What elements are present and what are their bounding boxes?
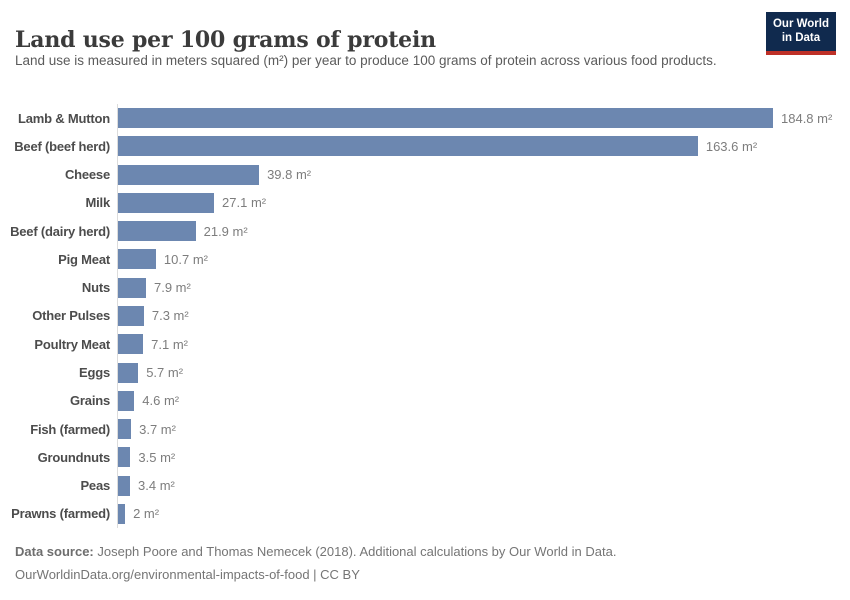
bar-row: Pig Meat 10.7 m²	[15, 245, 835, 274]
bar-track: 2 m²	[117, 499, 835, 528]
bar[interactable]	[118, 136, 698, 157]
owid-logo-line2: in Data	[781, 32, 821, 45]
bar-track: 3.5 m²	[117, 443, 835, 472]
bar[interactable]	[118, 447, 131, 468]
bar-track: 21.9 m²	[117, 217, 835, 246]
bar[interactable]	[118, 305, 144, 326]
category-label: Groundnuts	[37, 449, 111, 465]
bar-track: 4.6 m²	[117, 386, 835, 415]
bar-row: Prawns (farmed) 2 m²	[11, 499, 835, 528]
bar-track: 10.7 m²	[117, 245, 835, 274]
category-label: Other Pulses	[32, 308, 110, 324]
value-label: 39.8 m²	[267, 167, 312, 183]
category-label: Milk	[85, 195, 111, 211]
category-label: Poultry Meat	[34, 336, 110, 352]
bar-track: 184.8 m²	[117, 104, 835, 133]
bar[interactable]	[118, 334, 144, 355]
bar[interactable]	[118, 277, 146, 298]
bar-row: Other Pulses 7.3 m²	[15, 301, 835, 331]
bar-track: 163.6 m²	[117, 132, 835, 161]
bar[interactable]	[118, 419, 132, 440]
value-label: 7.9 m²	[154, 280, 191, 296]
page-title: Land use per 100 grams of protein	[15, 26, 436, 53]
bar[interactable]	[118, 475, 131, 496]
chart-footer: Data source: Joseph Poore and Thomas Nem…	[15, 540, 835, 586]
value-label: 2 m²	[133, 506, 160, 522]
bar[interactable]	[118, 108, 773, 129]
category-label: Lamb & Mutton	[18, 110, 110, 126]
bar[interactable]	[118, 249, 156, 270]
bar-track: 5.7 m²	[117, 358, 835, 387]
value-label: 7.3 m²	[151, 308, 189, 324]
bar-row: Beef (dairy herd) 21.9 m²	[10, 217, 835, 246]
bar-row: Nuts 7.9 m²	[15, 273, 835, 302]
owid-logo-line1: Our World	[772, 18, 829, 30]
category-label: Grains	[70, 393, 110, 409]
value-label: 3.5 m²	[138, 449, 176, 465]
category-label: Eggs	[79, 365, 110, 381]
bar[interactable]	[118, 503, 126, 524]
category-label: Pig Meat	[58, 251, 110, 267]
bar[interactable]	[118, 221, 196, 242]
category-label: Beef (beef herd)	[14, 138, 110, 154]
bar-track: 7.9 m²	[117, 273, 835, 302]
chart-subtitle: Land use is measured in meters squared (…	[15, 53, 717, 68]
value-label: 21.9 m²	[203, 223, 248, 239]
value-label: 10.7 m²	[163, 251, 208, 267]
data-source-line: Data source: Joseph Poore and Thomas Nem…	[15, 540, 835, 563]
bar-track: 7.1 m²	[117, 330, 835, 359]
bar[interactable]	[118, 362, 139, 383]
value-label: 7.1 m²	[151, 336, 188, 352]
owid-logo: Our World in Data	[765, 12, 836, 55]
bar-row: Poultry Meat 7.1 m²	[15, 330, 835, 359]
category-label: Cheese	[64, 167, 110, 183]
bar-track: 3.7 m²	[117, 414, 835, 444]
value-label: 3.7 m²	[139, 421, 176, 437]
data-source-text: Joseph Poore and Thomas Nemecek (2018). …	[93, 544, 617, 559]
value-label: 184.8 m²	[781, 110, 833, 126]
value-label: 5.7 m²	[146, 365, 184, 381]
bar-row: Peas 3.4 m²	[15, 471, 835, 500]
value-label: 163.6 m²	[705, 138, 758, 154]
bar-row: Fish (farmed) 3.7 m²	[15, 414, 835, 444]
license-line: OurWorldinData.org/environmental-impacts…	[15, 567, 360, 582]
bar-row: Grains 4.6 m²	[15, 386, 835, 415]
bar[interactable]	[118, 390, 135, 411]
category-label: Prawns (farmed)	[11, 506, 110, 522]
bar[interactable]	[118, 164, 260, 185]
category-label: Fish (farmed)	[30, 421, 110, 437]
bar-track: 7.3 m²	[117, 301, 835, 331]
bar-track: 39.8 m²	[117, 160, 835, 189]
bar-row: Cheese 39.8 m²	[15, 160, 835, 189]
bar-chart: Lamb & Mutton 184.8 m² Beef (beef herd) 163…	[10, 104, 835, 528]
category-label: Peas	[80, 478, 110, 494]
category-label: Nuts	[81, 280, 110, 296]
bar-row: Eggs 5.7 m²	[15, 358, 835, 387]
value-label: 4.6 m²	[142, 393, 180, 409]
value-label: 27.1 m²	[222, 195, 267, 211]
bar-row: Milk 27.1 m²	[15, 188, 835, 218]
bar-row: Beef (beef herd) 163.6 m²	[14, 132, 835, 161]
bar-track: 27.1 m²	[117, 188, 835, 218]
category-label: Beef (dairy herd)	[10, 223, 110, 239]
bar[interactable]	[118, 192, 215, 213]
bar-track: 3.4 m²	[117, 471, 835, 500]
value-label: 3.4 m²	[138, 478, 175, 494]
data-source-label: Data source:	[15, 544, 94, 559]
bar-row: Groundnuts 3.5 m²	[15, 443, 835, 472]
bar-row: Lamb & Mutton 184.8 m²	[15, 104, 835, 133]
